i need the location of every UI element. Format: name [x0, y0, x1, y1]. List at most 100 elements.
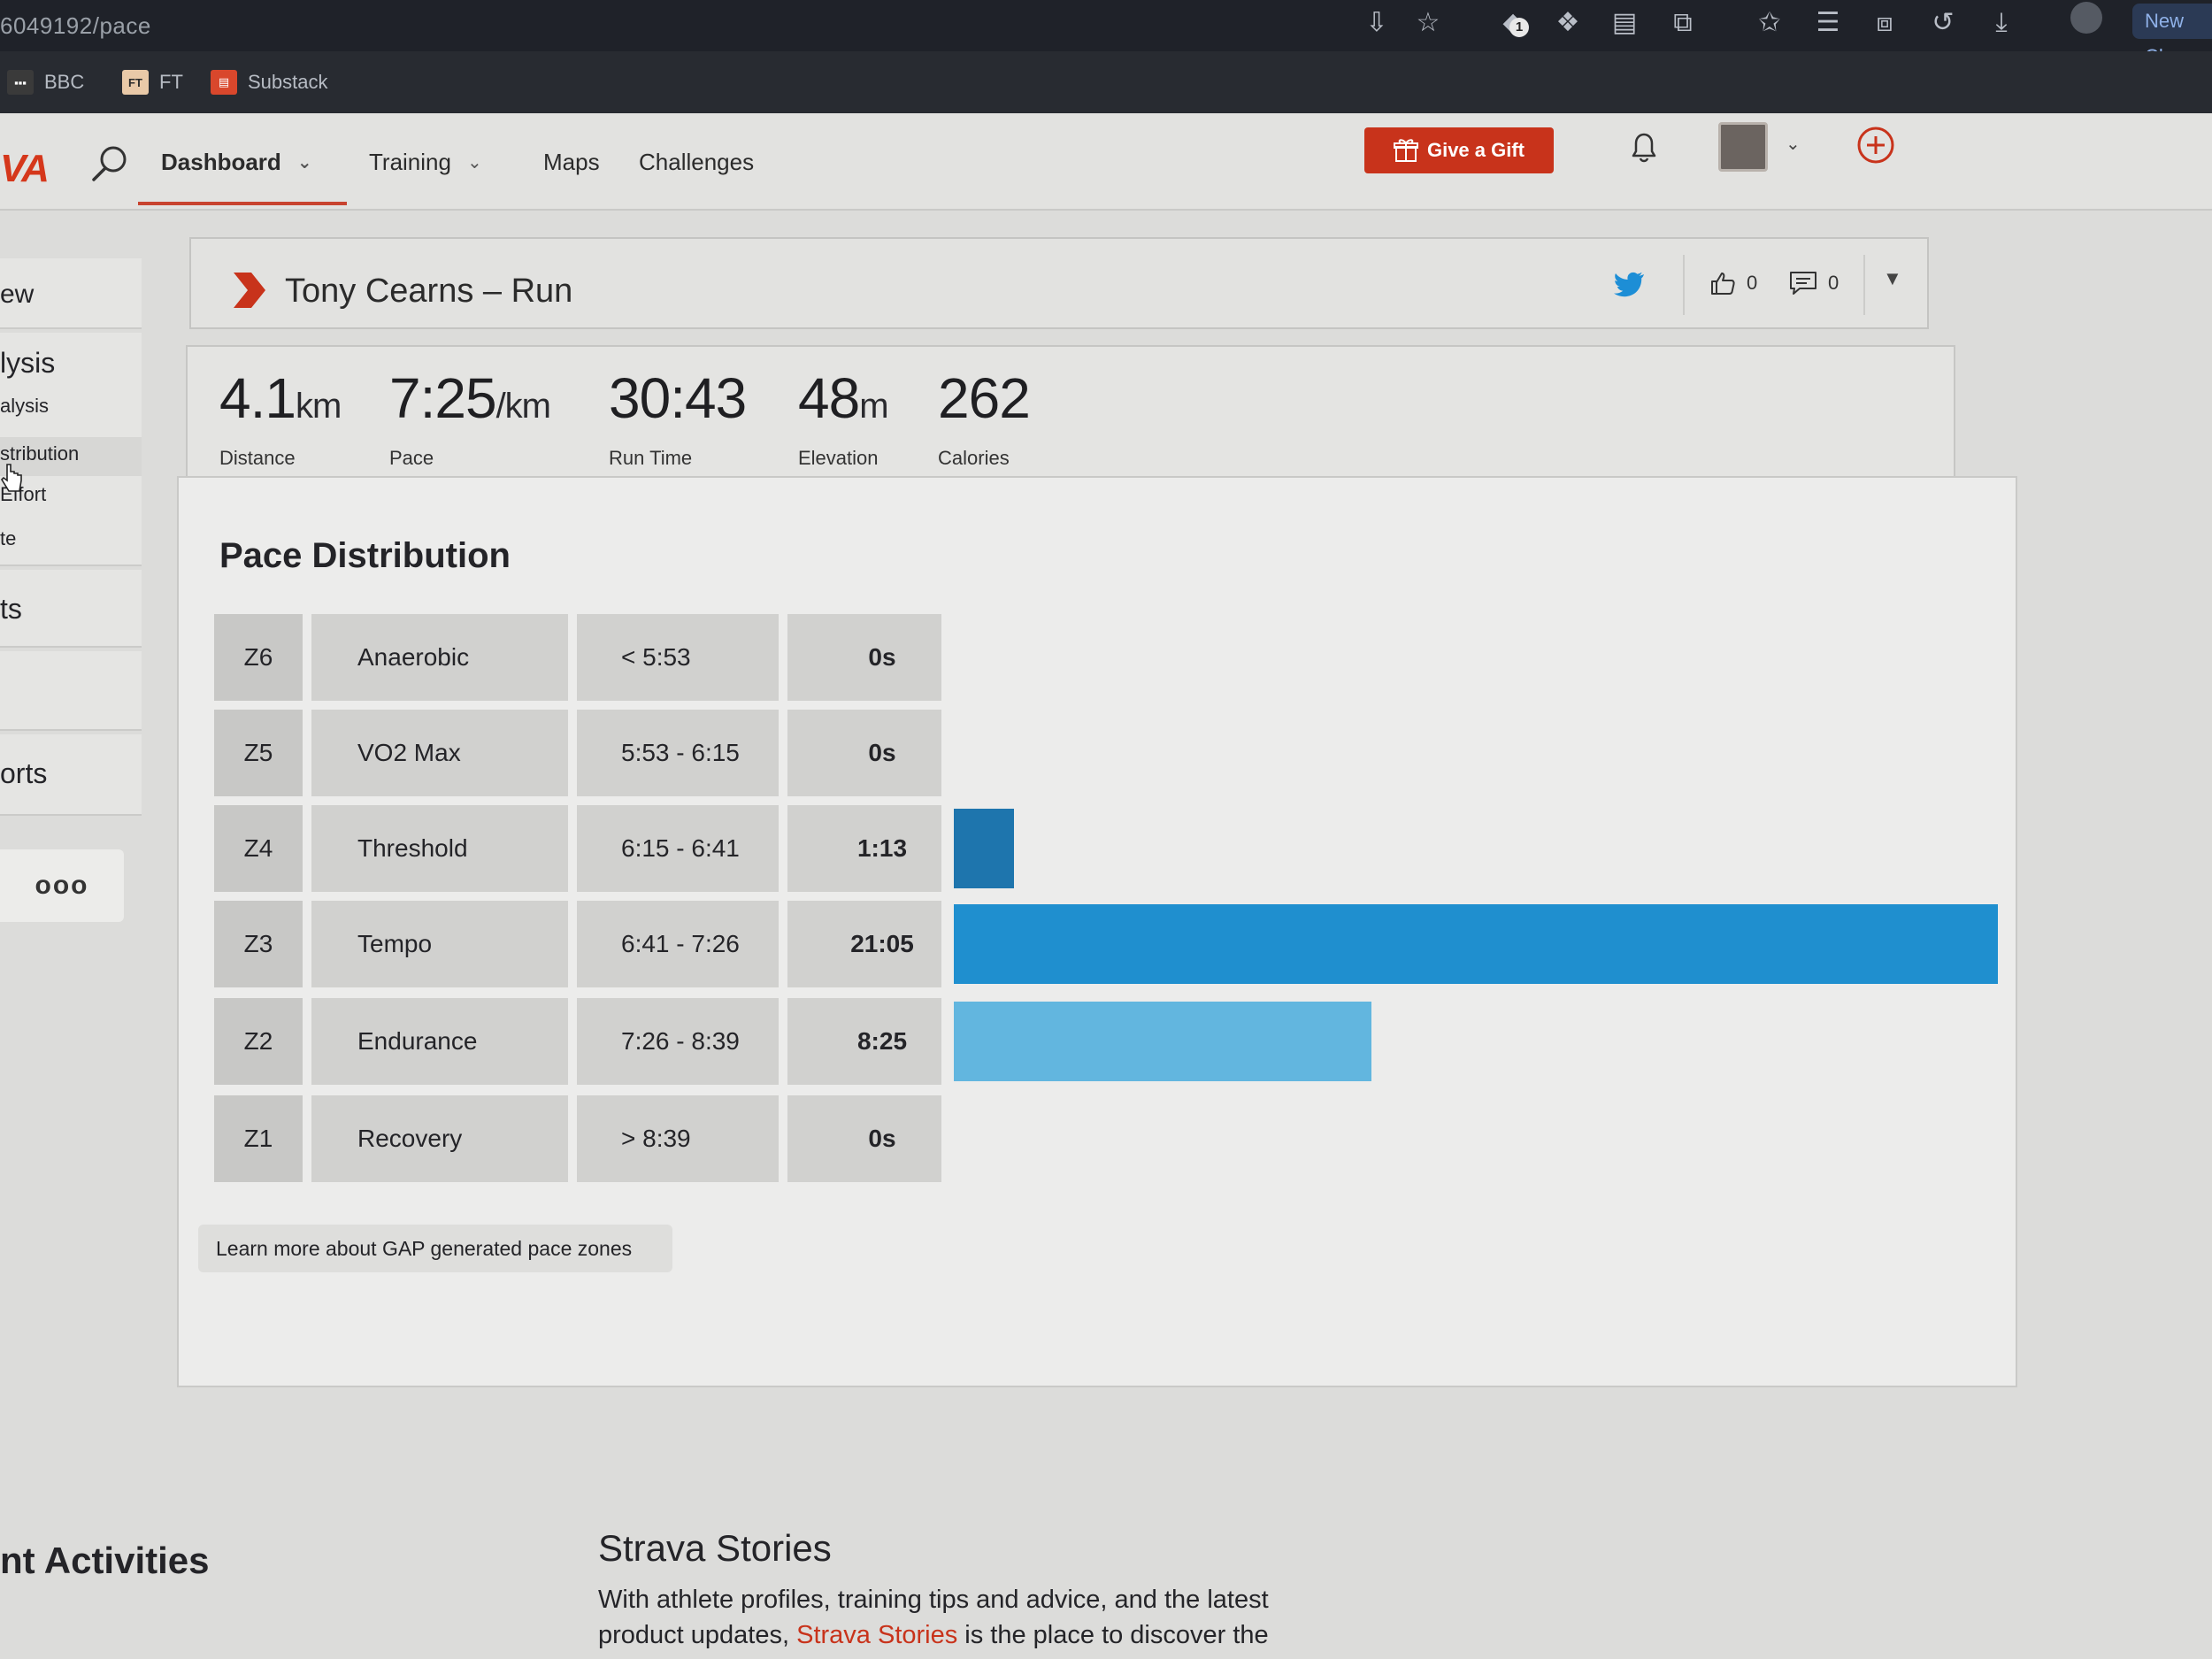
bookmark-label: BBC: [44, 71, 85, 93]
zone-code: Z2: [214, 998, 303, 1085]
zone-code: Z5: [214, 710, 303, 796]
browser-profile-avatar[interactable]: [2070, 2, 2102, 34]
give-a-gift-label: Give a Gift: [1426, 139, 1525, 161]
activity-stats: 4.1km Distance 7:25/km Pace 30:43 Run Ti…: [186, 345, 1955, 490]
sidebar-subitem-pace-distribution[interactable]: stribution: [0, 437, 142, 476]
sidebar-subitem-rate[interactable]: te: [0, 527, 17, 549]
activity-type-chevron-icon: [234, 273, 265, 308]
nav-maps-label: Maps: [543, 149, 600, 175]
stories-text-part: is the place to discover the: [957, 1621, 1269, 1649]
gift-icon: [1393, 139, 1418, 162]
strava-stories-link[interactable]: Strava Stories: [796, 1621, 958, 1649]
reader-extension-icon[interactable]: ▤: [1611, 8, 1638, 37]
bookmark-ft[interactable]: FT FT: [122, 67, 183, 97]
comments-button[interactable]: 0: [1789, 271, 1839, 296]
download-icon[interactable]: ⤓: [1995, 8, 2008, 37]
gap-pace-zones-link[interactable]: Learn more about GAP generated pace zone…: [198, 1225, 672, 1272]
stat-distance: 4.1km Distance: [219, 366, 342, 470]
strava-page: VA Dashboard ⌄ Training ⌄ Maps Challenge…: [0, 113, 2212, 1659]
sidebar-group-analysis: lysis alysis stribution Effort te: [0, 333, 142, 566]
user-avatar[interactable]: [1718, 122, 1768, 172]
more-options-button[interactable]: ooo: [0, 849, 124, 922]
zone-row-z1: Z1 Recovery > 8:39 0s: [214, 1095, 2019, 1182]
sidebar-item-label: orts: [0, 757, 48, 789]
stat-label: Distance: [219, 447, 296, 469]
favorites-icon[interactable]: ✩: [1758, 8, 1781, 37]
notifications-bell-icon[interactable]: [1624, 127, 1663, 166]
ft-favicon-icon: FT: [122, 70, 149, 95]
zone-time: 0s: [787, 710, 941, 796]
zone-bar-z3: [954, 904, 1998, 984]
sidebar-item-segments[interactable]: ts: [0, 570, 142, 648]
stat-label: Elevation: [798, 447, 879, 469]
zone-time: 0s: [787, 1095, 941, 1182]
zone-time: 0s: [787, 614, 941, 701]
header-divider: [1683, 255, 1685, 315]
zone-row-z4: Z4 Threshold 6:15 - 6:41 1:13: [214, 805, 2019, 892]
top-navigation: VA Dashboard ⌄ Training ⌄ Maps Challenge…: [0, 113, 2212, 211]
sidebar-item-blank[interactable]: [0, 651, 142, 731]
zone-code: Z4: [214, 805, 303, 892]
bookmark-star-icon[interactable]: ☆: [1416, 8, 1440, 37]
sidebar-item-label: ts: [0, 593, 22, 625]
activity-header: Tony Cearns – Run 0 0 ▼: [189, 237, 1929, 329]
extension-drop-icon[interactable]: ❖: [1555, 8, 1580, 37]
active-nav-indicator: [138, 202, 347, 205]
stories-text-part: With athlete profiles, training tips and…: [598, 1586, 1269, 1649]
zone-time: 21:05: [787, 901, 941, 987]
translate-icon[interactable]: ⧈: [1876, 8, 1893, 37]
stat-calories: 262 Calories: [938, 366, 1031, 470]
nav-training-label: Training: [369, 149, 451, 175]
zone-pace-range: 6:15 - 6:41: [577, 805, 779, 892]
nav-training[interactable]: Training ⌄: [369, 149, 482, 176]
stat-value: 4.1: [219, 366, 296, 430]
address-bar[interactable]: 6049192/pace: [0, 12, 151, 39]
bookmark-substack[interactable]: ▤ Substack: [211, 67, 328, 97]
chevron-down-icon[interactable]: ⌄: [1786, 134, 1801, 154]
add-activity-plus-icon[interactable]: [1855, 124, 1897, 166]
sidebar-item-reports[interactable]: orts: [0, 734, 142, 816]
strava-logo[interactable]: VA: [0, 147, 50, 190]
give-a-gift-button[interactable]: Give a Gift: [1364, 127, 1554, 173]
stat-run-time: 30:43 Run Time: [609, 366, 747, 470]
zone-code: Z6: [214, 614, 303, 701]
zone-time: 8:25: [787, 998, 941, 1085]
kudos-count: 0: [1747, 272, 1758, 294]
stat-unit: /km: [495, 387, 551, 426]
bookmark-bbc[interactable]: ▪▪▪ BBC: [7, 67, 84, 97]
bookmarks-bar: ▪▪▪ BBC FT FT ▤ Substack: [0, 51, 2212, 113]
sidebar-item-label[interactable]: lysis: [0, 347, 56, 379]
stat-unit: km: [295, 387, 342, 426]
kudos-button[interactable]: 0: [1709, 271, 1757, 296]
chevron-down-icon: ⌄: [296, 153, 312, 173]
bookmark-label: Substack: [248, 71, 328, 93]
pace-distribution-title: Pace Distribution: [219, 536, 511, 575]
twitter-share-icon[interactable]: [1614, 271, 1646, 299]
sidebar-item-overview[interactable]: ew: [0, 258, 142, 329]
stat-label: Pace: [389, 447, 434, 469]
nav-challenges-label: Challenges: [639, 149, 755, 175]
nav-dashboard[interactable]: Dashboard ⌄: [161, 149, 312, 176]
stat-value: 7:25: [389, 366, 497, 430]
reading-list-icon[interactable]: ☰: [1816, 8, 1840, 37]
new-chrome-button[interactable]: New Ch: [2132, 4, 2212, 67]
activity-actions-dropdown-icon[interactable]: ▼: [1883, 267, 1902, 289]
zone-name: Anaerobic: [311, 614, 568, 701]
zone-code: Z3: [214, 901, 303, 987]
history-icon[interactable]: ↺: [1932, 8, 1955, 37]
zone-name: Tempo: [311, 901, 568, 987]
nav-maps[interactable]: Maps: [543, 149, 600, 176]
zone-row-z3: Z3 Tempo 6:41 - 7:26 21:05: [214, 901, 2019, 987]
stat-value: 30:43: [609, 366, 747, 430]
chevron-down-icon: ⌄: [466, 153, 482, 173]
install-app-icon[interactable]: ⇩: [1365, 8, 1388, 37]
zone-row-z6: Z6 Anaerobic < 5:53 0s: [214, 614, 2019, 701]
nav-challenges[interactable]: Challenges: [639, 149, 754, 176]
sidebar-subitem-analysis[interactable]: alysis: [0, 395, 50, 417]
search-icon[interactable]: [88, 142, 131, 184]
zone-code: Z1: [214, 1095, 303, 1182]
puzzle-extensions-icon[interactable]: ⧉: [1673, 8, 1693, 37]
hand-cursor-icon: [0, 464, 22, 492]
zone-bar-z2: [954, 1002, 1371, 1081]
stat-pace: 7:25/km Pace: [389, 366, 551, 470]
